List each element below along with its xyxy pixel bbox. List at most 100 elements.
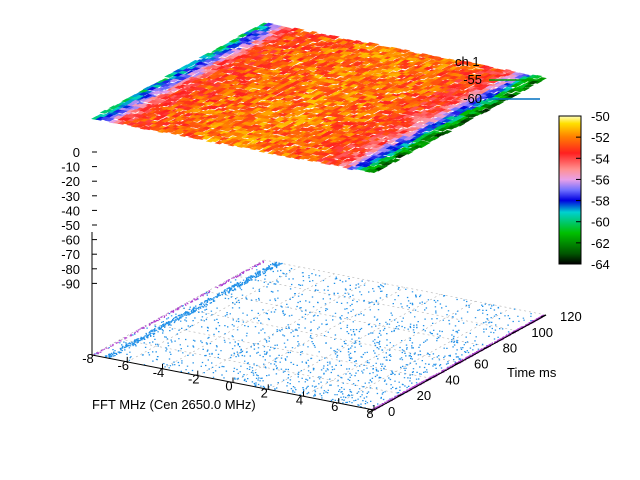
surface-cell	[314, 126, 326, 131]
surface-cell	[348, 100, 360, 105]
surface-cell	[160, 89, 171, 94]
surface-cell	[391, 73, 403, 78]
surface-cell	[325, 58, 337, 62]
surface-cell	[362, 106, 373, 111]
surface-cell	[431, 84, 443, 89]
surface-cell	[267, 26, 279, 31]
surface-cell	[337, 162, 349, 167]
surface-cell	[458, 105, 470, 110]
surface-cell	[350, 152, 362, 156]
surface-cell	[480, 103, 491, 108]
colorbar-tick-label: -62	[591, 236, 610, 251]
surface-cell	[345, 121, 356, 126]
surface-cell	[386, 56, 398, 61]
surface-cell	[196, 128, 208, 133]
surface-cell	[330, 74, 342, 79]
surface-cell	[330, 84, 342, 89]
surface-cell	[216, 62, 227, 66]
surface-cell	[182, 94, 193, 99]
surface-cell	[99, 116, 111, 121]
surface-cell	[297, 145, 309, 150]
surface-cell	[224, 50, 236, 55]
surface-cell	[203, 66, 214, 71]
surface-cell	[284, 149, 296, 154]
surface-cell	[317, 63, 328, 68]
surface-cell	[341, 128, 352, 132]
colorbar-tick-label: -54	[591, 151, 610, 166]
z-tick-label: -50	[61, 218, 80, 233]
surface-cell	[435, 72, 447, 77]
surface-cell	[130, 106, 141, 111]
surface-cell	[240, 130, 251, 135]
surface-cell	[471, 91, 482, 96]
surface-cell	[237, 33, 248, 38]
surface-cell	[237, 37, 248, 42]
surface-cell	[139, 108, 150, 113]
surface-cell	[314, 103, 325, 108]
surface-cell	[191, 118, 203, 123]
surface-cell	[467, 113, 479, 118]
surface-cell	[130, 109, 141, 113]
y-tick-label: 120	[560, 309, 582, 324]
surface-cell	[314, 123, 326, 128]
surface-cell	[424, 138, 436, 143]
y-tick-mark	[368, 409, 375, 413]
surface-cell	[376, 141, 388, 146]
surface-cell	[161, 121, 172, 126]
surface-cell	[362, 102, 373, 107]
surface-cell	[121, 120, 133, 125]
surface-cell	[393, 125, 404, 130]
surface-cell	[400, 62, 411, 67]
surface-cell	[385, 139, 396, 144]
surface-cell	[369, 43, 380, 47]
z-tick-label: -60	[61, 233, 80, 248]
surface-cell	[152, 107, 163, 112]
colorbar: -50 -52 -54 -56 -58 -60 -62 -64	[558, 109, 610, 272]
surface-cell	[166, 128, 177, 133]
surface-cell	[410, 118, 422, 123]
surface-cell	[251, 62, 262, 67]
surface-cell	[361, 74, 372, 78]
surface-cell	[201, 135, 212, 140]
surface-cell	[309, 86, 320, 91]
surface-cell	[169, 87, 180, 92]
surface-cell	[281, 45, 292, 50]
surface-cell	[251, 75, 263, 80]
surface-cell	[248, 103, 259, 108]
surface-cell	[380, 115, 391, 120]
surface-cell	[371, 115, 382, 120]
surface-cell	[264, 58, 275, 63]
colorbar-tick-label: -58	[591, 194, 610, 209]
surface-cell	[414, 106, 426, 111]
surface-cell	[305, 114, 317, 119]
surface-cell	[232, 142, 243, 147]
y-tick-label: 80	[503, 341, 517, 356]
surface-cell	[134, 114, 146, 119]
surface-cell	[160, 96, 171, 100]
y-tick-mark	[540, 314, 547, 318]
surface-cell	[305, 104, 316, 109]
surface-cell	[385, 145, 396, 150]
surface-cell	[242, 44, 253, 49]
y-tick-mark	[454, 362, 461, 365]
surface-cell	[357, 83, 368, 88]
surface-cell	[349, 126, 361, 131]
surface-cell	[230, 106, 242, 111]
surface-cell	[190, 79, 202, 84]
surface-cell	[233, 52, 244, 57]
surface-cell	[306, 128, 317, 133]
surface-cell	[254, 146, 265, 151]
surface-cell	[317, 71, 328, 76]
surface-cell	[329, 160, 340, 165]
surface-cell	[341, 124, 352, 129]
surface-cell	[262, 148, 274, 152]
surface-cell	[339, 63, 350, 68]
surface-cell	[298, 42, 310, 47]
surface-cell	[274, 95, 285, 100]
surface-cell	[483, 66, 494, 71]
surface-cell	[409, 89, 421, 94]
surface-cell	[409, 77, 420, 82]
surface-cell	[436, 95, 447, 100]
surface-cell	[272, 31, 283, 36]
surface-cell	[255, 40, 266, 45]
